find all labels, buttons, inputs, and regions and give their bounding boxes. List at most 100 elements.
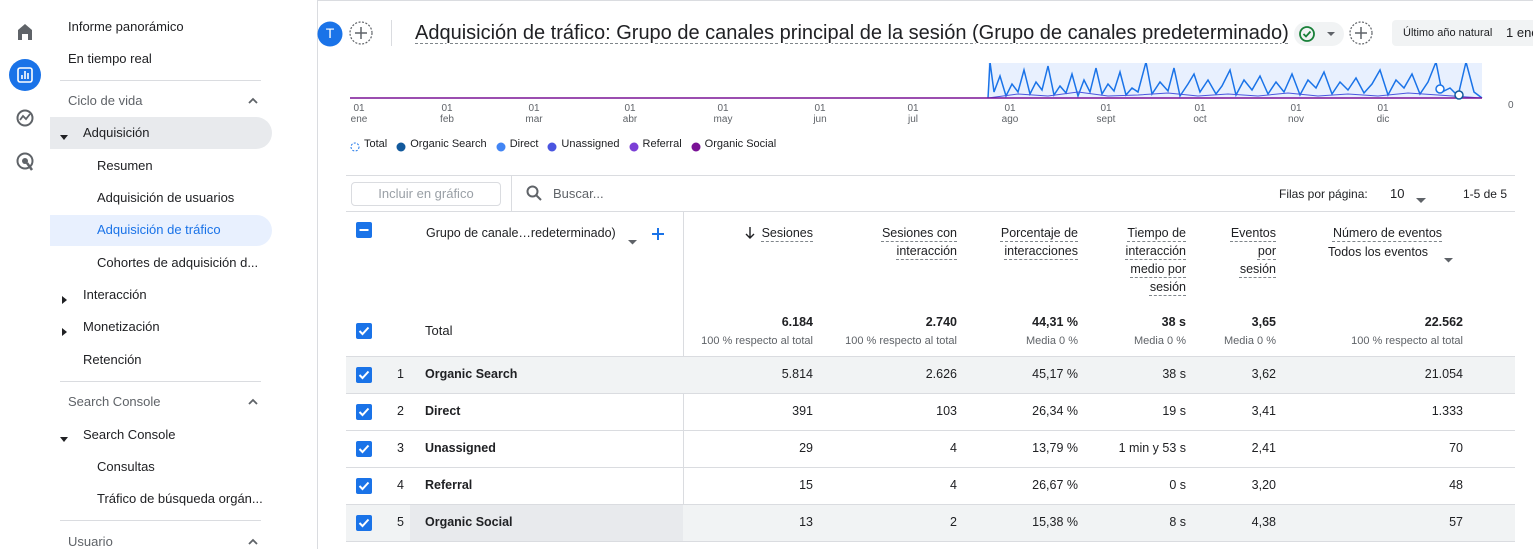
- row-checkbox: [356, 323, 372, 344]
- nav-item[interactable]: Adquisición de tráfico: [97, 222, 221, 237]
- legend-label[interactable]: Referral: [642, 138, 682, 150]
- x-tick-month: ago: [1001, 114, 1019, 125]
- column-header[interactable]: Número de eventos: [1332, 226, 1443, 240]
- row-border: [346, 541, 1515, 542]
- column-header[interactable]: Porcentaje de interacciones: [1000, 226, 1078, 258]
- dropdown-arrow: [1444, 250, 1453, 268]
- nav-item[interactable]: Tráfico de búsqueda orgán...: [97, 491, 263, 506]
- row-checkbox: [356, 441, 372, 462]
- legend-label[interactable]: Total: [364, 138, 388, 150]
- row-name[interactable]: Referral: [425, 478, 473, 492]
- total-label: Total: [425, 323, 453, 338]
- total-note: 100 % respecto al total: [845, 335, 957, 347]
- row-border: [346, 504, 1515, 505]
- x-tick-month: jun: [813, 114, 827, 125]
- row-value: 57: [1449, 515, 1463, 529]
- search-input[interactable]: Buscar...: [553, 186, 604, 201]
- legend-label[interactable]: Organic Search: [410, 138, 487, 150]
- row-checkbox: [356, 478, 372, 499]
- row-name[interactable]: Unassigned: [425, 441, 496, 455]
- chart-point: [1454, 90, 1464, 100]
- avatar[interactable]: T: [325, 25, 335, 41]
- column-header[interactable]: Eventos por sesión: [1230, 226, 1276, 276]
- row-value: 26,67 %: [1032, 478, 1078, 492]
- row-value: 5.814: [781, 367, 813, 381]
- row-value: 38 s: [1162, 367, 1186, 381]
- row-value: 2,41: [1251, 441, 1276, 455]
- nav-item[interactable]: Adquisición: [83, 125, 150, 140]
- trend-chart: [350, 59, 1483, 100]
- nav-item[interactable]: Adquisición de usuarios: [97, 190, 235, 205]
- toolbar-divider: [511, 176, 512, 211]
- x-tick-month: ene: [350, 114, 368, 125]
- nav-item[interactable]: Resumen: [97, 158, 153, 173]
- row-name[interactable]: Organic Social: [425, 515, 513, 529]
- sidebar-divider: [60, 520, 261, 521]
- rows-per-page[interactable]: 10: [1390, 186, 1405, 201]
- x-tick-month: oct: [1193, 114, 1207, 125]
- row-name[interactable]: Direct: [425, 404, 461, 418]
- x-tick-month: dic: [1376, 114, 1390, 125]
- column-header[interactable]: Tiempo de interacción medio por sesión: [1125, 226, 1186, 294]
- expand-arrow: [60, 129, 68, 147]
- x-tick-month: abr: [622, 114, 638, 125]
- row-value: 2: [950, 515, 957, 529]
- nav-item[interactable]: Search Console: [83, 427, 176, 442]
- row-index: 2: [397, 404, 404, 418]
- row-value: 26,34 %: [1032, 404, 1078, 418]
- row-checkbox: [356, 367, 372, 388]
- include-in-chart-label[interactable]: Incluir en gráfico: [378, 186, 474, 201]
- nav-item[interactable]: Informe panorámico: [68, 19, 184, 34]
- nav-item[interactable]: Ciclo de vida: [68, 93, 143, 108]
- nav-item[interactable]: Monetización: [83, 319, 160, 334]
- events-filter[interactable]: Todos los eventos: [1328, 245, 1429, 259]
- row-index: 4: [397, 478, 404, 492]
- nav-item[interactable]: Search Console: [68, 394, 161, 409]
- nav-item[interactable]: Usuario: [68, 534, 113, 549]
- select-all-checkbox: [356, 222, 372, 243]
- row-value: 15,38 %: [1032, 515, 1078, 529]
- sidebar-divider: [60, 381, 261, 382]
- nav-item[interactable]: En tiempo real: [68, 51, 152, 66]
- nav-item[interactable]: Interacción: [83, 287, 147, 302]
- expand-arrow: [60, 431, 68, 449]
- date-range-label[interactable]: Último año natural: [1403, 27, 1493, 39]
- nav-item[interactable]: Consultas: [97, 459, 155, 474]
- x-tick-month: sept: [1096, 114, 1116, 125]
- nav-item[interactable]: Cohortes de adquisición d...: [97, 255, 259, 270]
- row-index: 1: [397, 367, 404, 381]
- x-tick-day: 01: [717, 103, 729, 114]
- nav-highlight: [50, 117, 272, 149]
- row-value: 2.626: [925, 367, 957, 381]
- total-note: 100 % respecto al total: [701, 335, 813, 347]
- collapse-arrow: [61, 323, 69, 341]
- total-note: Media 0 %: [1224, 335, 1276, 347]
- nav-highlight: [50, 215, 272, 246]
- row-value: 4,38: [1251, 515, 1276, 529]
- legend-label[interactable]: Unassigned: [561, 138, 620, 150]
- row-value: 391: [792, 404, 813, 418]
- legend-swatch: [350, 139, 360, 157]
- total-note: Media 0 %: [1134, 335, 1186, 347]
- total-value: 44,31 %: [1032, 315, 1078, 329]
- nav-item[interactable]: Retención: [83, 352, 142, 367]
- row-name[interactable]: Organic Search: [425, 367, 518, 381]
- column-header[interactable]: Sesiones con interacción: [881, 226, 957, 258]
- dimension-header[interactable]: Grupo de canale…redeterminado): [426, 226, 616, 240]
- add-dimension: [651, 227, 665, 246]
- row-value: 103: [936, 404, 957, 418]
- legend-label[interactable]: Direct: [509, 138, 539, 150]
- page-title: Adquisición de tráfico: Grupo de canales…: [415, 22, 1289, 44]
- date-start[interactable]: 1 ene: [1506, 25, 1533, 40]
- rail-icons: [9, 24, 41, 171]
- x-tick-day: 01: [624, 103, 636, 114]
- row-value: 13: [799, 515, 813, 529]
- column-header[interactable]: Sesiones: [761, 226, 813, 240]
- collapse-arrow: [61, 291, 69, 309]
- row-border: [346, 393, 1515, 394]
- legend-label[interactable]: Organic Social: [704, 138, 777, 150]
- total-note: Media 0 %: [1026, 335, 1078, 347]
- chart-line: [987, 91, 1483, 99]
- chevron-up: [246, 535, 260, 549]
- row-border: [346, 356, 1515, 357]
